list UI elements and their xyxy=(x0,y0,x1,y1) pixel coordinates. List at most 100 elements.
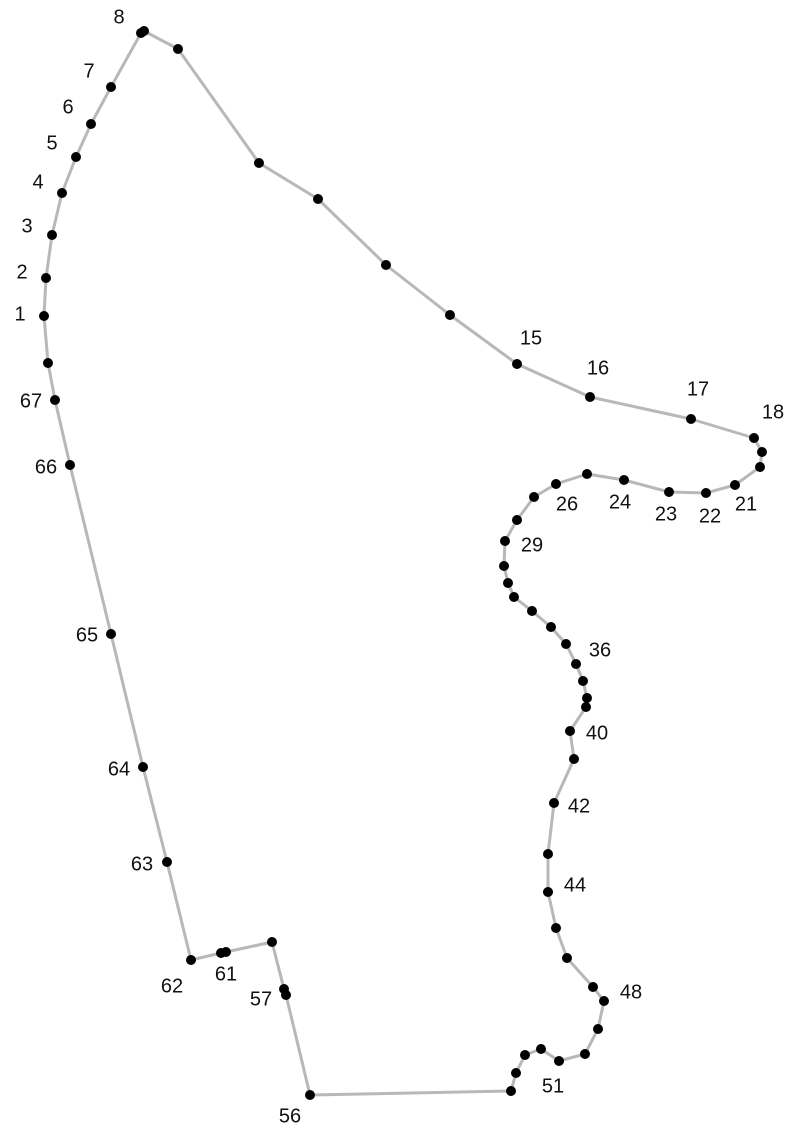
dot-point xyxy=(138,762,148,772)
dot-number-label: 18 xyxy=(762,401,784,423)
dot-number-label: 40 xyxy=(586,722,608,744)
dot-point xyxy=(664,487,674,497)
dot-point xyxy=(569,754,579,764)
dot-point xyxy=(562,953,572,963)
dot-point xyxy=(71,152,81,162)
dot-point xyxy=(500,536,510,546)
dot-number-label: 57 xyxy=(250,988,272,1010)
dot-point xyxy=(512,359,522,369)
dot-point xyxy=(551,923,561,933)
dot-number-label: 61 xyxy=(215,963,237,985)
dot-number-label: 1 xyxy=(14,303,25,325)
dot-number-label: 15 xyxy=(520,327,542,349)
dot-number-label: 7 xyxy=(83,60,94,82)
dot-point xyxy=(578,676,588,686)
dot-number-label: 56 xyxy=(279,1105,301,1127)
dot-number-label: 3 xyxy=(21,215,32,237)
dot-number-label: 8 xyxy=(113,6,124,28)
dot-number-label: 51 xyxy=(542,1075,564,1097)
dot-number-label: 29 xyxy=(521,534,543,556)
dot-point xyxy=(162,857,172,867)
dot-point xyxy=(313,194,323,204)
dot-point xyxy=(106,82,116,92)
outline-path xyxy=(42,29,764,1097)
dot-point xyxy=(43,358,53,368)
dot-point xyxy=(47,230,57,240)
dot-number-label: 42 xyxy=(568,795,590,817)
dot-point xyxy=(509,592,519,602)
dot-point xyxy=(549,798,559,808)
dot-point xyxy=(529,492,539,502)
dot-point xyxy=(757,447,767,457)
dot-number-label: 22 xyxy=(699,505,721,527)
dot-number-label: 24 xyxy=(609,491,631,513)
dot-number-label: 44 xyxy=(564,874,586,896)
dot-number-label: 62 xyxy=(161,975,183,997)
dot-number-label: 67 xyxy=(20,390,42,412)
dot-number-label: 36 xyxy=(589,639,611,661)
dot-point xyxy=(186,955,196,965)
dot-point xyxy=(536,1044,546,1054)
dot-point xyxy=(503,578,513,588)
dot-number-label: 26 xyxy=(556,493,578,515)
dot-point xyxy=(279,984,289,994)
dot-point xyxy=(686,414,696,424)
dot-point xyxy=(511,1068,521,1078)
dot-number-label: 5 xyxy=(46,132,57,154)
dot-point xyxy=(520,1050,530,1060)
dot-point xyxy=(267,937,277,947)
dot-point xyxy=(512,515,522,525)
dot-point xyxy=(50,395,60,405)
dot-number-label: 17 xyxy=(687,378,709,400)
dot-point xyxy=(730,480,740,490)
dot-point xyxy=(57,188,67,198)
dot-point xyxy=(755,462,765,472)
dot-number-label: 64 xyxy=(108,758,130,780)
dot-number-label: 66 xyxy=(35,456,57,478)
dot-number-label: 16 xyxy=(587,357,609,379)
dot-point xyxy=(254,158,264,168)
dot-point xyxy=(527,606,537,616)
dot-point xyxy=(543,887,553,897)
dot-number-label: 48 xyxy=(620,981,642,1003)
dot-point xyxy=(599,996,609,1006)
dot-point xyxy=(571,659,581,669)
dot-point xyxy=(543,849,553,859)
dot-point xyxy=(65,460,75,470)
dot-point xyxy=(173,44,183,54)
dot-point xyxy=(582,469,592,479)
dot-point xyxy=(41,273,51,283)
dot-point xyxy=(619,475,629,485)
dot-point xyxy=(580,1049,590,1059)
dot-point xyxy=(749,433,759,443)
dot-point xyxy=(585,392,595,402)
dot-point xyxy=(86,119,96,129)
dot-point xyxy=(106,629,116,639)
dot-number-label: 65 xyxy=(76,624,98,646)
dot-point xyxy=(216,948,226,958)
dot-point xyxy=(139,26,149,36)
dot-point xyxy=(582,693,592,703)
dot-point xyxy=(445,310,455,320)
dot-point xyxy=(593,1024,603,1034)
dot-point xyxy=(565,726,575,736)
dot-number-label: 6 xyxy=(62,96,73,118)
dot-point xyxy=(588,982,598,992)
dot-point xyxy=(561,639,571,649)
dot-number-label: 4 xyxy=(32,171,43,193)
dot-point xyxy=(39,311,49,321)
dot-point xyxy=(546,622,556,632)
dot-point xyxy=(305,1090,315,1100)
dot-number-label: 23 xyxy=(655,503,677,525)
dot-number-label: 2 xyxy=(16,261,27,283)
dot-point xyxy=(506,1086,516,1096)
dot-point xyxy=(581,702,591,712)
dot-point xyxy=(701,488,711,498)
dot-point xyxy=(551,479,561,489)
dot-number-label: 21 xyxy=(735,493,757,515)
dot-point xyxy=(381,260,391,270)
dot-point xyxy=(499,561,509,571)
dot-point xyxy=(554,1056,564,1066)
